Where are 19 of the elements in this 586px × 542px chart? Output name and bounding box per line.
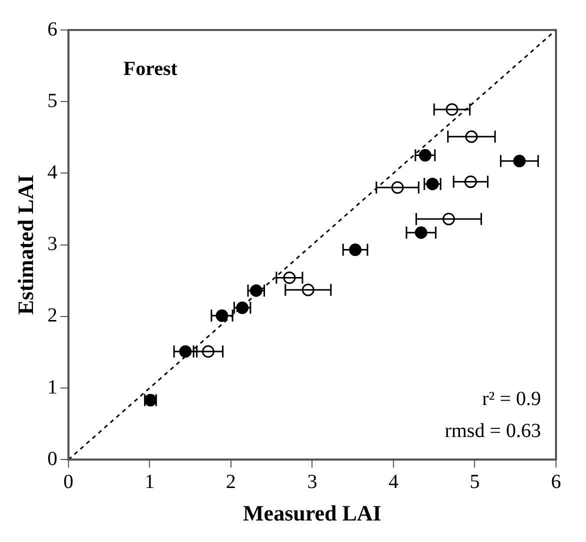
y-tick-label: 2	[47, 304, 58, 327]
y-tick-label: 1	[47, 376, 58, 398]
x-tick-label: 6	[551, 470, 561, 493]
annotation: rmsd = 0.63	[444, 420, 541, 442]
x-tick-label: 3	[307, 470, 318, 493]
x-tick-label: 0	[63, 470, 74, 493]
x-tick-label: 4	[388, 470, 398, 493]
y-tick-label: 3	[47, 233, 58, 256]
annotation: r² = 0.9	[482, 388, 541, 410]
x-tick-label: 1	[144, 470, 155, 493]
x-axis-title: Measured LAI	[243, 500, 382, 526]
y-tick-label: 4	[47, 161, 58, 184]
x-tick-label: 5	[470, 470, 480, 493]
annotation: Forest	[123, 58, 178, 80]
x-tick-label: 2	[226, 470, 236, 493]
y-tick-label: 6	[47, 18, 58, 40]
y-tick-label: 0	[47, 448, 58, 470]
y-tick-label: 5	[47, 90, 58, 112]
y-axis-title: Estimated LAI	[12, 174, 38, 315]
